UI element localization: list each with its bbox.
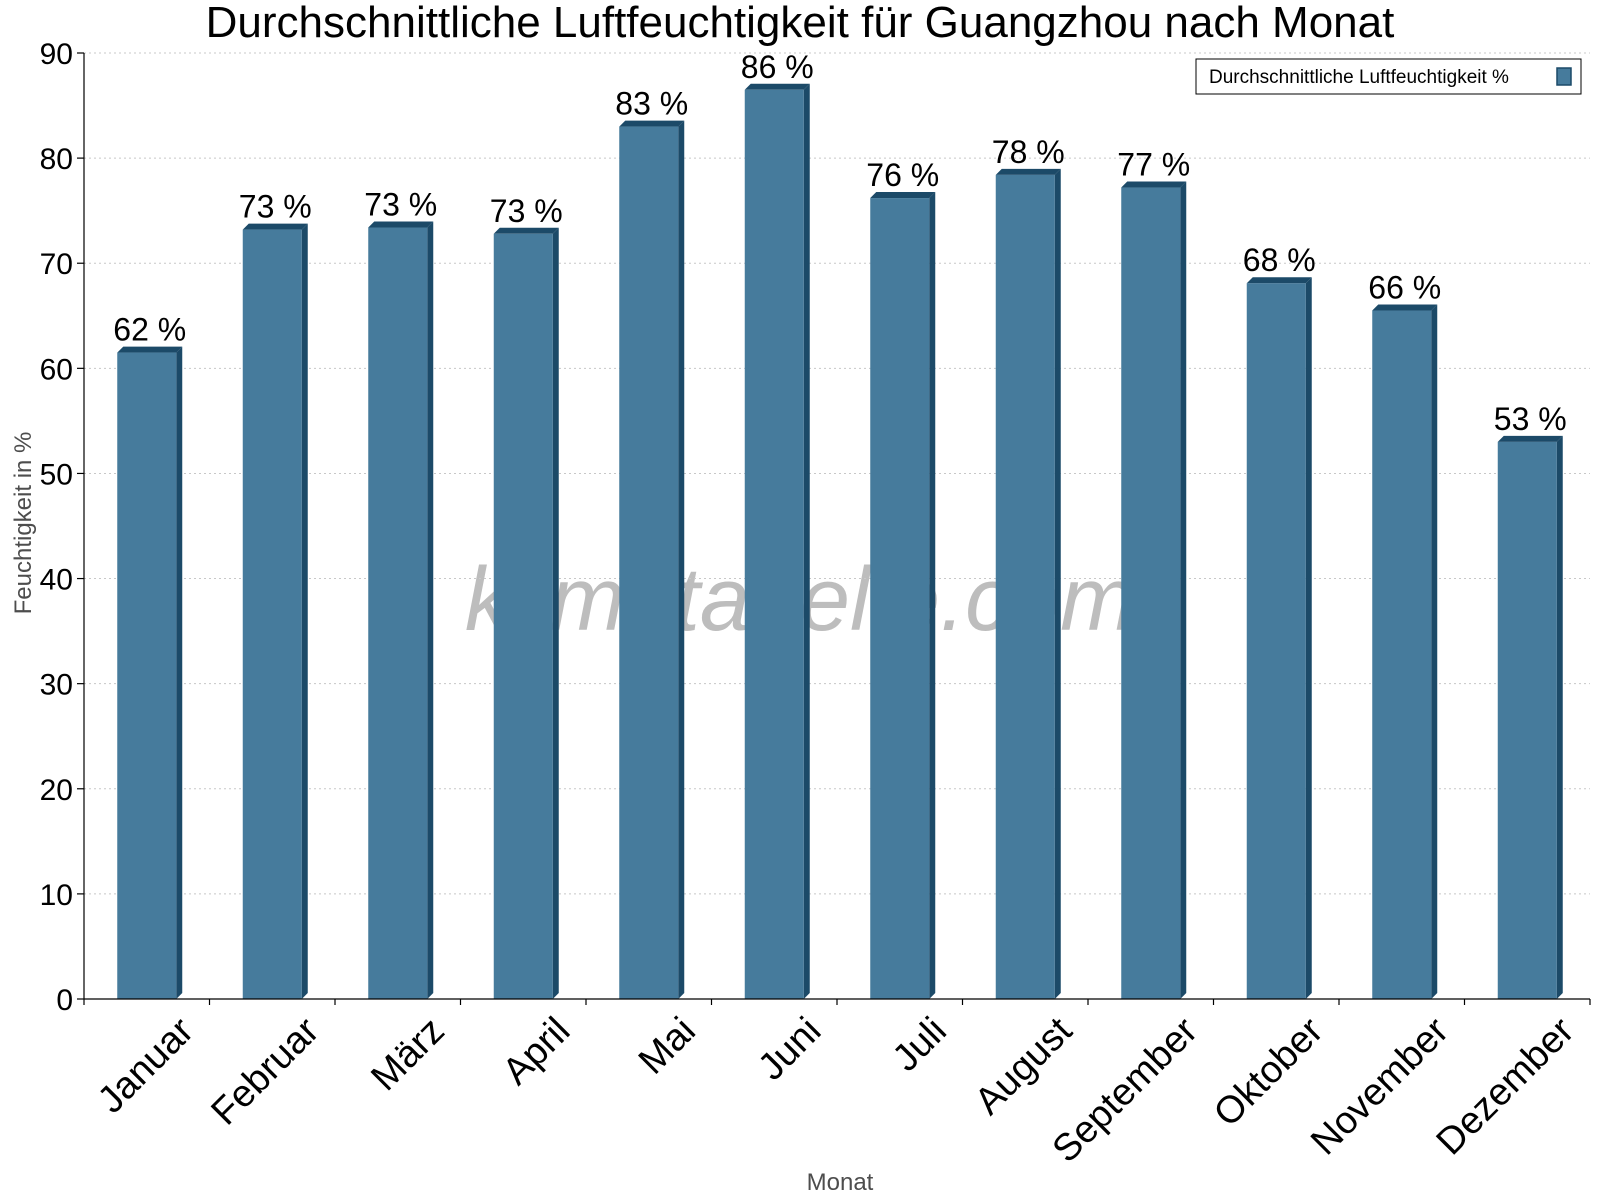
bar-februar [242, 229, 302, 999]
data-labels: 62 % 73 % 73 % 73 % 83 % 86 % 76 % 78 % 77 % 68 %… [113, 49, 1566, 437]
chart-title: Durchschnittliche Luftfeuchtigkeit für G… [206, 0, 1395, 47]
bar-side-mai [678, 120, 685, 1000]
bar-märz [368, 227, 428, 1000]
bar-oktober [1246, 283, 1306, 999]
y-tick-labels: 0 10 20 30 40 50 60 70 80 90 [40, 38, 73, 1017]
bar-top-september [1121, 181, 1187, 188]
bar-juli [870, 198, 930, 999]
bar-dezember [1497, 441, 1557, 999]
x-tick-labels: Januar Februar März April Mai Juni Juli AugustS… [90, 1009, 1583, 1170]
legend-swatch [1556, 67, 1572, 86]
data-label-juni: 86 % [741, 49, 814, 85]
y-tick-label-0: 0 [56, 984, 73, 1017]
bar-april [493, 233, 553, 999]
bar-side-september [1180, 181, 1187, 999]
y-tick-label-50: 50 [40, 458, 73, 491]
bar-side-juli [929, 192, 936, 999]
bar-side-juni [803, 83, 810, 1000]
bar-top-juni [744, 83, 810, 90]
y-tick-label-80: 80 [40, 143, 73, 176]
bar-mai [619, 126, 679, 1000]
x-tick-label-mai: Mai [631, 1010, 704, 1083]
bar-november [1372, 310, 1432, 999]
y-tick-label-40: 40 [40, 564, 73, 597]
legend-box [1195, 58, 1582, 95]
y-tick-label-30: 30 [40, 669, 73, 702]
bar-top-juli [870, 192, 936, 199]
gridlines [84, 52, 1590, 895]
y-tick-label-10: 10 [40, 879, 73, 912]
bar-juni [744, 89, 804, 1000]
data-label-mai: 83 % [615, 86, 688, 122]
bar-top-dezember [1497, 435, 1563, 442]
x-axis-title: Monat [807, 1169, 874, 1196]
data-label-juli: 76 % [866, 157, 939, 193]
x-tick-label-dezember: Dezember [1429, 1009, 1583, 1163]
bar-top-november [1372, 304, 1438, 311]
bar-august [995, 174, 1055, 999]
bar-januar [117, 352, 177, 1000]
bar-side-oktober [1305, 277, 1312, 999]
bar-top-februar [242, 223, 308, 230]
legend-label: Durchschnittliche Luftfeuchtigkeit % [1209, 67, 1509, 88]
bar-side-februar [301, 223, 308, 999]
bar-top-mai [619, 120, 685, 127]
bar-top-august [995, 168, 1061, 175]
data-label-februar: 73 % [239, 189, 312, 225]
x-tick-label-april: April [495, 1010, 578, 1093]
bar-side-april [552, 227, 559, 999]
bar-september [1121, 187, 1181, 999]
y-axis-title: Feuchtigkeit in % [10, 432, 37, 615]
x-tick-label-oktober: Oktober [1206, 1009, 1332, 1135]
data-label-oktober: 68 % [1243, 242, 1316, 278]
bar-side-januar [176, 346, 183, 1000]
data-label-januar: 62 % [113, 312, 186, 348]
data-label-märz: 73 % [364, 186, 437, 222]
bar-top-oktober [1246, 277, 1312, 284]
bar-side-november [1431, 304, 1438, 999]
y-tick-label-70: 70 [40, 248, 73, 281]
data-label-november: 66 % [1368, 270, 1441, 306]
bar-top-april [493, 227, 559, 234]
bar-top-januar [117, 346, 183, 353]
x-tick-label-august: August [967, 1009, 1081, 1123]
bars [117, 83, 1563, 1000]
data-label-august: 78 % [992, 134, 1065, 170]
x-tick-label-juli: Juli [885, 1010, 955, 1080]
data-label-september: 77 % [1117, 147, 1190, 183]
x-tick-label-juni: Juni [750, 1010, 829, 1089]
bar-side-august [1054, 168, 1061, 999]
y-tick-label-20: 20 [40, 774, 73, 807]
x-tick-label-februar: Februar [204, 1009, 328, 1133]
bar-side-dezember [1556, 435, 1563, 999]
x-tick-label-märz: März [363, 1010, 452, 1099]
data-label-april: 73 % [490, 193, 563, 229]
data-label-dezember: 53 % [1494, 401, 1567, 437]
bar-top-märz [368, 221, 434, 228]
axes [77, 52, 1591, 1005]
x-tick-label-januar: Januar [90, 1009, 202, 1121]
legend: Durchschnittliche Luftfeuchtigkeit % [1195, 58, 1582, 95]
y-tick-label-60: 60 [40, 353, 73, 386]
y-tick-label-90: 90 [40, 38, 73, 71]
bar-side-märz [427, 221, 434, 1000]
